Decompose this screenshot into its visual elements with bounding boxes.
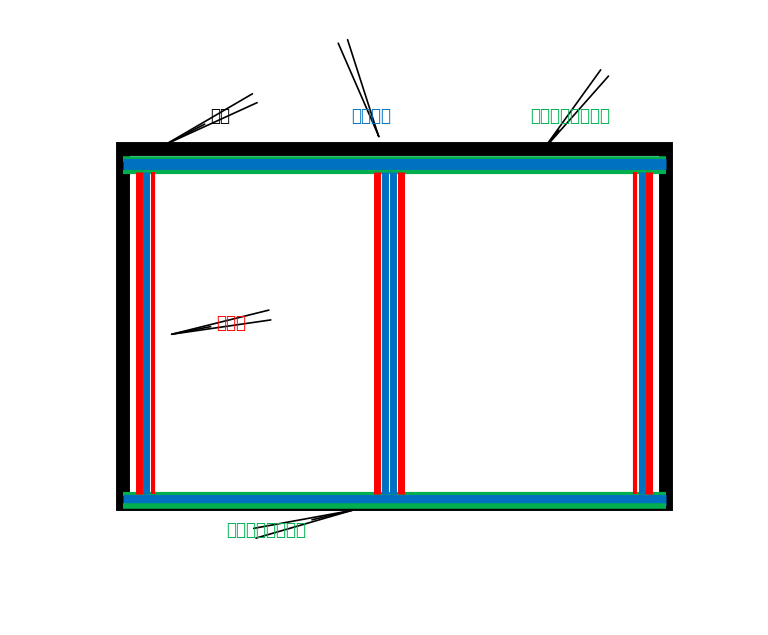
Text: ガラス戸レール上: ガラス戸レール上	[530, 70, 610, 151]
Text: 窓框: 窓框	[166, 94, 257, 144]
Text: カブセ: カブセ	[172, 310, 271, 334]
Text: ガラス戸レール下: ガラス戸レール下	[227, 511, 353, 540]
Text: ポリカ板: ポリカ板	[338, 39, 391, 137]
